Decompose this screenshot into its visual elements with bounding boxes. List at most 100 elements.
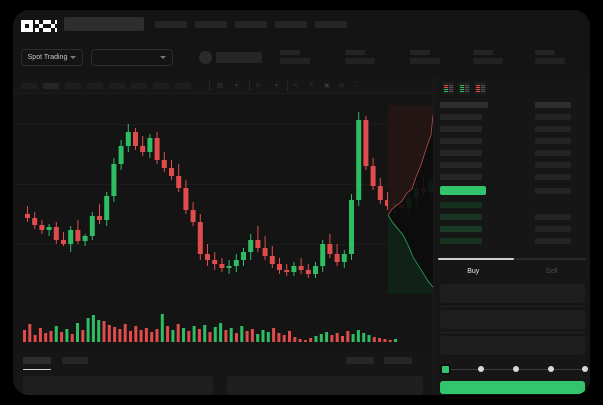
stat-label bbox=[535, 50, 555, 55]
slider-mark-75[interactable] bbox=[548, 366, 554, 372]
chevron-down-icon bbox=[70, 56, 77, 59]
bottom-tab-1[interactable] bbox=[62, 357, 88, 364]
nav-item-1[interactable] bbox=[195, 21, 227, 28]
line-tool-icon[interactable]: ∿ bbox=[293, 83, 299, 89]
orderbook-header-amount bbox=[535, 102, 571, 108]
chart-gridline bbox=[13, 124, 433, 125]
toolbar-divider bbox=[249, 81, 250, 91]
bottom-card-1[interactable] bbox=[227, 376, 423, 395]
bottom-tab-row bbox=[13, 352, 433, 368]
settings-icon[interactable]: ◎ bbox=[339, 83, 345, 89]
interval-button-6[interactable] bbox=[153, 83, 169, 89]
orderbook-mode-bids-only-icon[interactable] bbox=[458, 82, 470, 94]
orderbook-bid-amount bbox=[535, 238, 571, 244]
trading-mode-selector[interactable]: Spot Trading bbox=[21, 49, 83, 66]
market-depth-chart bbox=[388, 105, 433, 295]
orderbook-ask-amount bbox=[535, 162, 571, 168]
instrument-sub-bar: Spot Trading bbox=[13, 38, 590, 78]
stat-value bbox=[410, 58, 440, 64]
candle-type-icon[interactable]: ▥ bbox=[217, 83, 223, 89]
order-total-input[interactable] bbox=[440, 336, 585, 355]
stat-value bbox=[473, 58, 503, 64]
orderbook-ask-row[interactable] bbox=[440, 174, 482, 180]
orderbook-header-price bbox=[440, 102, 488, 108]
orderbook-list[interactable] bbox=[434, 98, 590, 255]
bottom-tab-0[interactable] bbox=[23, 357, 51, 364]
chart-toolbar: ▥ ▾ fx ▾ ∿ ✎ ▣ ◎ ⛶ bbox=[13, 78, 433, 94]
orderbook-mode-both-icon[interactable] bbox=[442, 82, 454, 94]
candle-series bbox=[25, 112, 433, 278]
stat-label bbox=[280, 50, 300, 55]
order-amount-input[interactable] bbox=[440, 310, 585, 329]
slider-mark-25[interactable] bbox=[478, 366, 484, 372]
orderbook-last-price[interactable] bbox=[440, 186, 486, 195]
toolbar-divider bbox=[287, 81, 288, 91]
camera-icon[interactable]: ▣ bbox=[324, 83, 330, 89]
orderbook-ask-amount bbox=[535, 126, 571, 132]
fullscreen-icon[interactable]: ⛶ bbox=[354, 83, 359, 89]
orderbook-scrollbar[interactable] bbox=[438, 258, 586, 260]
interval-button-0[interactable] bbox=[21, 83, 37, 89]
stat-value bbox=[345, 58, 375, 64]
active-tab-underline bbox=[23, 369, 51, 370]
interval-button-3[interactable] bbox=[87, 83, 103, 89]
chart-gridline bbox=[13, 184, 433, 185]
orderbook-scrollbar-thumb[interactable] bbox=[438, 258, 514, 260]
candlestick-chart[interactable] bbox=[13, 94, 433, 295]
app-screen: Spot Trading bbox=[13, 10, 590, 395]
order-form-divider bbox=[440, 306, 585, 307]
orderbook-bid-row[interactable] bbox=[440, 202, 482, 208]
volume-bar-series bbox=[23, 314, 397, 342]
slider-mark-50[interactable] bbox=[513, 366, 519, 372]
orderbook-ask-row[interactable] bbox=[440, 150, 482, 156]
search-input[interactable] bbox=[64, 17, 144, 31]
orderbook-ask-row[interactable] bbox=[440, 162, 482, 168]
orderbook-last-amount bbox=[535, 188, 571, 194]
okx-logo-icon[interactable] bbox=[21, 19, 57, 32]
orderbook-bid-row[interactable] bbox=[440, 226, 482, 232]
slider-mark-100[interactable] bbox=[582, 366, 588, 372]
orderbook-ask-amount bbox=[535, 150, 571, 156]
trading-mode-label: Spot Trading bbox=[27, 54, 68, 61]
interval-button-5[interactable] bbox=[131, 83, 147, 89]
bottom-orders-panel bbox=[13, 352, 433, 395]
stat-label bbox=[410, 50, 430, 55]
nav-item-4[interactable] bbox=[315, 21, 347, 28]
stat-block-1 bbox=[345, 50, 375, 64]
tab-sell[interactable]: Sell bbox=[545, 268, 558, 275]
nav-item-3[interactable] bbox=[275, 21, 307, 28]
order-form-tabs: Buy Sell bbox=[434, 264, 590, 280]
pencil-icon[interactable]: ✎ bbox=[309, 83, 315, 89]
submit-buy-button[interactable] bbox=[440, 381, 585, 394]
chevron-down-icon[interactable]: ▾ bbox=[235, 83, 239, 89]
orderbook-bid-row[interactable] bbox=[440, 238, 482, 244]
orderbook-ask-amount bbox=[535, 138, 571, 144]
orderbook-ask-amount bbox=[535, 114, 571, 120]
order-price-input[interactable] bbox=[440, 284, 585, 303]
orderbook-ask-row[interactable] bbox=[440, 138, 482, 144]
orderbook-bid-row[interactable] bbox=[440, 214, 482, 220]
pair-selector[interactable] bbox=[91, 49, 173, 66]
stat-block-4 bbox=[535, 50, 565, 64]
interval-button-2[interactable] bbox=[65, 83, 81, 89]
nav-item-2[interactable] bbox=[235, 21, 267, 28]
orderbook-ask-amount bbox=[535, 174, 571, 180]
stat-label bbox=[473, 50, 493, 55]
orderbook-mode-asks-only-icon[interactable] bbox=[474, 82, 486, 94]
orderbook-ask-row[interactable] bbox=[440, 114, 482, 120]
slider-handle[interactable] bbox=[440, 364, 451, 375]
top-header-bar bbox=[13, 10, 590, 38]
interval-button-1[interactable] bbox=[43, 83, 59, 89]
bottom-action-1[interactable] bbox=[384, 357, 412, 364]
stat-value bbox=[535, 58, 565, 64]
bottom-card-0[interactable] bbox=[23, 376, 213, 395]
orderbook-ask-row[interactable] bbox=[440, 126, 482, 132]
chevron-down-icon[interactable]: ▾ bbox=[275, 83, 279, 89]
interval-button-7[interactable] bbox=[175, 83, 191, 89]
tab-buy[interactable]: Buy bbox=[467, 268, 480, 275]
interval-button-4[interactable] bbox=[109, 83, 125, 89]
bottom-action-0[interactable] bbox=[346, 357, 374, 364]
nav-item-0[interactable] bbox=[155, 21, 187, 28]
indicators-icon[interactable]: fx bbox=[256, 83, 261, 89]
